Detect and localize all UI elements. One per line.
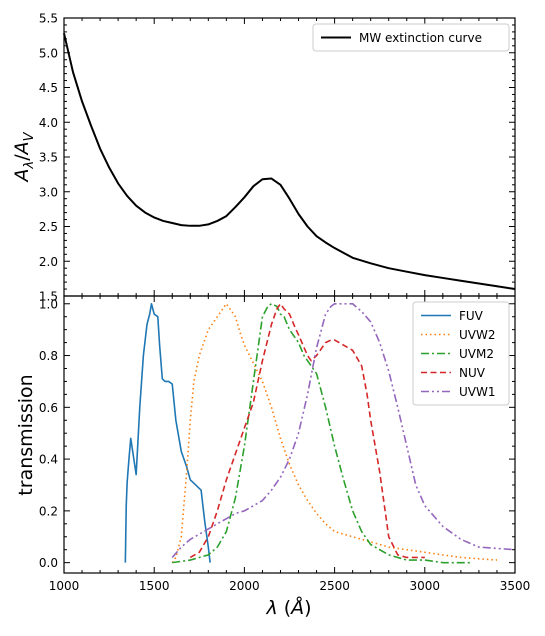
y-tick-label: 4.5 xyxy=(39,81,58,95)
legend-label-fuv: FUV xyxy=(459,309,484,323)
bottom-panel-ticks: 1000 1500 2000 2500 3000 3500 0.0 0.2 0.4 0.6 0.8 1… xyxy=(39,296,530,593)
x-tick-label: 1000 xyxy=(49,579,80,593)
top-panel-legend: MW extinction curve xyxy=(312,23,510,52)
x-tick-label: 2500 xyxy=(319,579,350,593)
legend-box xyxy=(412,301,510,406)
bottom-panel-series xyxy=(124,302,516,564)
y-tick-label: 1.5 xyxy=(39,290,58,304)
x-tick-label: 2000 xyxy=(229,579,260,593)
y-tick-label: 0.2 xyxy=(39,504,58,518)
x-tick-label: 3000 xyxy=(410,579,441,593)
y-tick-label: 5.5 xyxy=(39,12,58,26)
series-line-uvm2 xyxy=(172,302,470,564)
top-panel-y-axis-label: Aλ/AV xyxy=(11,131,37,183)
x-tick-label: 3500 xyxy=(500,579,531,593)
y-tick-label: 0.8 xyxy=(39,349,58,363)
y-tick-label: 3.5 xyxy=(39,151,58,165)
legend-label-uvm2: UVM2 xyxy=(459,347,494,361)
top-panel-ticks: 1.5 2.0 2.5 3.0 3.5 4.0 4.5 5.0 5.5 xyxy=(39,12,516,304)
series-line-uvw1 xyxy=(171,302,516,558)
bottom-panel-legend: FUV UVW2 UVM2 NUV UVW1 xyxy=(412,301,510,406)
y-tick-label: 4.0 xyxy=(39,116,58,130)
y-tick-label: 0.4 xyxy=(39,453,58,467)
series-line-fuv xyxy=(124,302,211,563)
top-panel-series xyxy=(63,33,516,291)
y-tick-label: 2.0 xyxy=(39,255,58,269)
legend-label-uvw2: UVW2 xyxy=(459,328,496,342)
legend-label-nuv: NUV xyxy=(459,366,486,380)
bottom-panel-transmission: 1000 1500 2000 2500 3000 3500 0.0 0.2 0.4 0.6 0.8 1… xyxy=(15,295,530,619)
series-line-mw-extinction-curve xyxy=(63,33,516,291)
series-line-nuv xyxy=(189,302,425,559)
legend-box xyxy=(312,23,510,52)
legend-label-mw-extinction-curve: MW extinction curve xyxy=(359,31,482,45)
top-panel-extinction: 1.5 2.0 2.5 3.0 3.5 4.0 4.5 5.0 5.5 Aλ/AV MW ext… xyxy=(11,12,516,304)
bottom-panel-y-axis-label: transmission xyxy=(15,374,37,495)
y-tick-label: 0.6 xyxy=(39,401,58,415)
x-axis-label: λ (Å) xyxy=(265,596,311,619)
x-tick-label: 1500 xyxy=(139,579,170,593)
y-tick-label: 3.0 xyxy=(39,185,58,199)
legend-label-uvw1: UVW1 xyxy=(459,385,496,399)
y-tick-label: 5.0 xyxy=(39,46,58,60)
y-tick-label: 2.5 xyxy=(39,220,58,234)
y-tick-label: 1.0 xyxy=(39,297,58,311)
bottom-panel-frame xyxy=(63,295,516,574)
y-tick-label: 0.0 xyxy=(39,556,58,570)
